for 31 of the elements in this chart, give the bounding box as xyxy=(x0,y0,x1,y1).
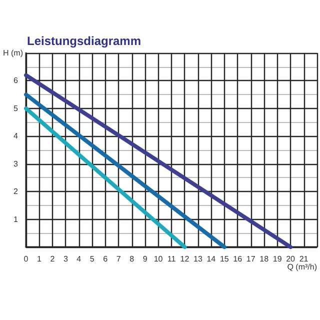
y-tick-label: 2 xyxy=(14,187,19,196)
x-tick-label: 3 xyxy=(63,254,68,264)
x-tick-label: 10 xyxy=(154,254,164,264)
x-tick-label: 1 xyxy=(36,254,42,264)
x-axis-title: Q (m³/h) xyxy=(287,262,318,272)
x-tick-label: 9 xyxy=(142,254,148,264)
chart-title: Leistungsdiagramm xyxy=(27,34,142,48)
x-tick-label: 2 xyxy=(50,254,56,264)
x-tick-label: 0 xyxy=(24,254,29,264)
x-tick-label: 8 xyxy=(130,254,135,264)
x-tick-label: 12 xyxy=(180,254,190,264)
y-tick-label: 1 xyxy=(14,214,19,224)
x-tick-label: 18 xyxy=(260,254,270,264)
x-tick-label: 21 xyxy=(299,254,309,264)
x-tick-label: 11 xyxy=(167,254,176,264)
x-tick-label: 14 xyxy=(206,254,216,264)
y-tick-label: 4 xyxy=(14,132,19,141)
x-tick-label: 16 xyxy=(233,254,243,264)
x-tick-label: 7 xyxy=(116,254,122,264)
y-tick-label: 5 xyxy=(14,104,19,113)
x-tick-label: 4 xyxy=(76,254,82,264)
x-tick-label: 17 xyxy=(246,254,256,264)
y-tick-label: 6 xyxy=(14,76,19,86)
x-tick-label: 6 xyxy=(103,254,108,264)
y-tick-label: 3 xyxy=(14,159,19,168)
x-tick-label: 15 xyxy=(220,254,230,264)
x-tick-label: 19 xyxy=(272,254,282,264)
x-tick-label: 5 xyxy=(90,254,95,264)
x-tick-label: 13 xyxy=(194,254,203,264)
y-axis-title: H (m) xyxy=(2,48,24,58)
x-tick-label: 20 xyxy=(286,254,296,264)
